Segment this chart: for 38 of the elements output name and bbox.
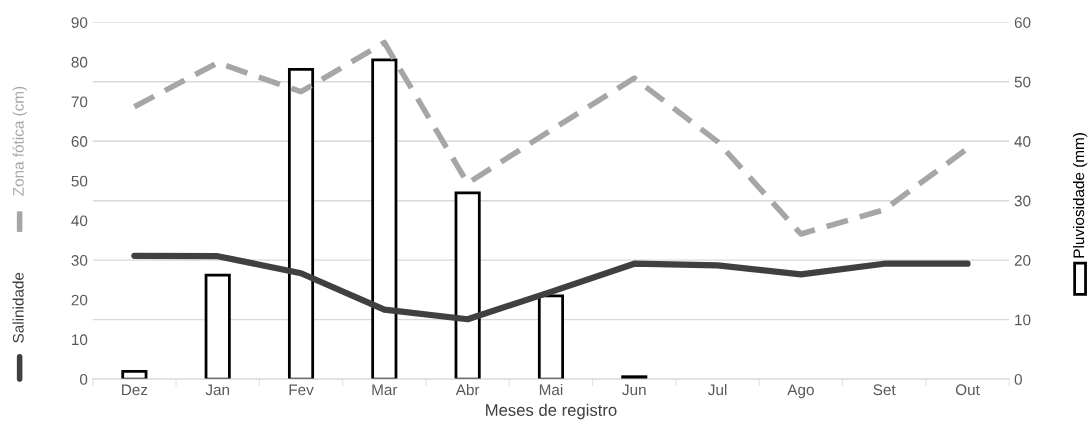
x-tick-label: Out [955,384,980,396]
y2-tick-label: 0 [1014,373,1022,385]
x-tick-label: Jan [205,384,230,396]
x-axis-title: Meses de registro [486,403,617,420]
x-tick-label: Ago [787,384,814,399]
y-tick-label: 90 [71,17,88,28]
y2-tick-label: 10 [1015,314,1031,326]
y2-tick-label: 30 [1014,195,1031,207]
x-tick-label: Abr [455,383,480,396]
y-tick-label: 30 [71,255,88,266]
y2-tick-label: 50 [1014,76,1031,88]
bar [454,191,481,380]
x-tick-label: Mai [539,383,563,396]
y2-tick-label: 40 [1014,136,1031,147]
bar [371,58,398,380]
y-tick-label: 10 [72,334,88,346]
y-tick-label: 40 [71,215,88,227]
bar [204,273,231,380]
text: Salinidade [12,272,24,343]
bar [121,369,148,380]
y2-tick-label: 60 [1014,17,1031,28]
y-tick-label: 20 [71,294,88,306]
y-tick-label: 50 [71,175,88,187]
y2-tick-label: 20 [1014,255,1031,266]
y-tick-label: 80 [71,56,88,68]
y-tick-label: 60 [71,136,88,147]
x-tick-label: Mar [372,384,398,396]
x-tick-label: Set [873,384,896,396]
y-tick-label: 0 [79,373,88,385]
x-tick-label: Jul [708,383,727,396]
text: Zona fótica (cm) [12,86,27,196]
y-tick-label: 70 [71,96,88,108]
x-tick-label: Jun [622,384,646,396]
bar [537,294,565,380]
x-tick-label: Dez [122,384,148,396]
text: Pluviosidade (mm) [1072,133,1088,258]
x-tick-label: Fev [289,384,314,396]
bar [287,67,315,380]
